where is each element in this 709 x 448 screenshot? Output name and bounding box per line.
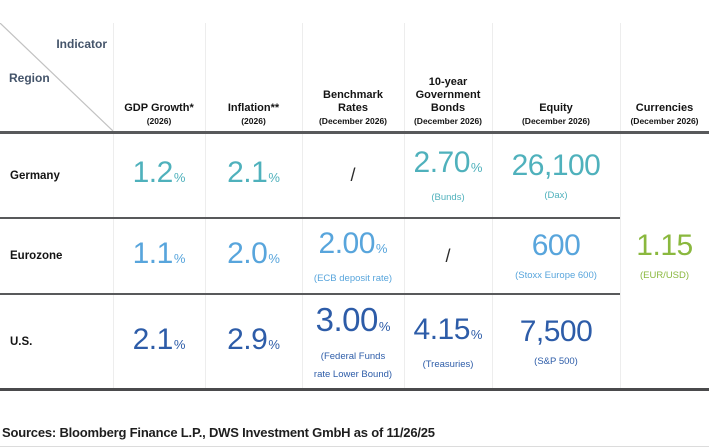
- column-header-label: Equity: [539, 102, 573, 115]
- us-benchmark-cell: 3.00% (Federal Funds rate Lower Bound): [302, 296, 404, 388]
- currency-note: (EUR/USD): [639, 270, 690, 282]
- percent-sign: %: [173, 250, 186, 266]
- percent-sign: %: [375, 240, 388, 256]
- column-header-currencies: Currencies (December 2026): [620, 23, 709, 131]
- column-header-period: (December 2026): [413, 116, 483, 126]
- eurozone-inflation-cell: 2.0%: [205, 219, 302, 293]
- header-row: Indicator Region GDP Growth* (2026) Infl…: [0, 23, 709, 131]
- percent-sign: %: [268, 336, 280, 352]
- column-divider: [404, 23, 405, 388]
- row-label-cell: Germany: [0, 134, 113, 217]
- indicator-axis-label: Indicator: [56, 37, 107, 51]
- equity-value: 26,100: [511, 148, 601, 182]
- bond-note: (Bunds): [431, 192, 465, 204]
- germany-bonds-cell: 2.70% (Bunds): [404, 134, 492, 217]
- benchmark-note: (Federal Funds rate Lower Bound): [313, 351, 393, 380]
- gdp-value: 1.2%: [132, 156, 186, 189]
- table-row-germany: Germany 1.2% 2.1% / 2.70% (Bunds) 26,100…: [0, 134, 709, 217]
- column-divider: [492, 23, 493, 388]
- us-inflation-cell: 2.9%: [205, 296, 302, 388]
- not-applicable-slash: /: [445, 245, 451, 266]
- gdp-value: 1.1%: [132, 236, 186, 270]
- germany-benchmark-cell: /: [302, 134, 404, 217]
- column-header-label: Benchmark Rates: [323, 89, 383, 115]
- not-applicable-slash: /: [350, 165, 356, 185]
- column-header-inflation: Inflation** (2026): [205, 23, 302, 131]
- header-divider-line: [0, 131, 709, 134]
- percent-sign: %: [378, 319, 391, 335]
- empty-cell: [620, 134, 709, 217]
- percent-sign: %: [173, 170, 186, 185]
- column-divider: [113, 23, 114, 388]
- column-header-equity: Equity (December 2026): [492, 23, 620, 131]
- eurozone-currency-cell: 1.15 (EUR/USD): [620, 219, 709, 293]
- percent-sign: %: [173, 336, 186, 352]
- region-label-us: U.S.: [10, 336, 33, 348]
- page-bottom-rule: [0, 446, 709, 447]
- eurozone-equity-cell: 600 (Stoxx Europe 600): [492, 219, 620, 293]
- bond-yield-value: 2.70%: [413, 146, 483, 180]
- column-header-period: (2026): [146, 116, 172, 126]
- equity-note: (Stoxx Europe 600): [515, 270, 597, 282]
- bond-yield-value: 4.15%: [413, 312, 483, 346]
- empty-cell: [620, 296, 709, 388]
- region-label-germany: Germany: [10, 169, 60, 182]
- percent-sign: %: [268, 250, 280, 266]
- equity-note: (Dax): [544, 189, 568, 201]
- inflation-value: 2.1%: [227, 156, 280, 189]
- equity-value: 7,500: [519, 315, 593, 349]
- us-gdp-cell: 2.1%: [113, 296, 205, 388]
- region-label-eurozone: Eurozone: [10, 250, 63, 262]
- inflation-value: 2.9%: [227, 322, 280, 356]
- equity-note: (S&P 500): [534, 356, 578, 368]
- benchmark-rate-value: 3.00%: [315, 301, 391, 339]
- bond-note: (Treasuries): [422, 358, 474, 370]
- column-divider: [302, 23, 303, 388]
- germany-gdp-cell: 1.2%: [113, 134, 205, 217]
- column-divider: [620, 23, 621, 388]
- column-header-label: GDP Growth*: [124, 102, 194, 115]
- column-header-period: (December 2026): [318, 116, 388, 126]
- diagonal-line: [0, 23, 113, 131]
- currency-value: 1.15: [636, 229, 693, 263]
- eurozone-benchmark-cell: 2.00% (ECB deposit rate): [302, 219, 404, 293]
- column-header-government-bonds: 10-year Government Bonds (December 2026): [404, 23, 492, 131]
- benchmark-note: (ECB deposit rate): [313, 272, 393, 284]
- eurozone-bonds-cell: /: [404, 219, 492, 293]
- gdp-value: 2.1%: [132, 322, 186, 356]
- table-row-eurozone: Eurozone 1.1% 2.0% 2.00% (ECB deposit ra…: [0, 219, 709, 293]
- column-header-label: Inflation**: [227, 102, 280, 115]
- column-header-period: (2026): [241, 116, 266, 126]
- sources-text: Sources: Bloomberg Finance L.P., DWS Inv…: [2, 425, 435, 440]
- germany-equity-cell: 26,100 (Dax): [492, 134, 620, 217]
- row-divider-line: [0, 217, 620, 219]
- equity-value: 600: [531, 229, 581, 263]
- eurozone-gdp-cell: 1.1%: [113, 219, 205, 293]
- corner-cell: Indicator Region: [0, 23, 113, 131]
- row-label-cell: U.S.: [0, 296, 113, 388]
- column-header-benchmark-rates: Benchmark Rates (December 2026): [302, 23, 404, 131]
- inflation-value: 2.0%: [227, 236, 280, 270]
- row-divider-line: [0, 293, 620, 295]
- column-header-period: (December 2026): [521, 116, 591, 126]
- us-equity-cell: 7,500 (S&P 500): [492, 296, 620, 388]
- column-header-label: 10-year Government Bonds: [415, 76, 481, 115]
- benchmark-rate-value: 2.00%: [318, 226, 388, 260]
- region-axis-label: Region: [9, 71, 50, 85]
- column-header-period: (December 2026): [630, 116, 699, 126]
- table-row-us: U.S. 2.1% 2.9% 3.00% (Federal Funds rate…: [0, 296, 709, 388]
- column-header-gdp-growth: GDP Growth* (2026): [113, 23, 205, 131]
- column-divider: [205, 23, 206, 388]
- table-bottom-line: [0, 388, 709, 391]
- germany-inflation-cell: 2.1%: [205, 134, 302, 217]
- column-header-label: Currencies: [635, 102, 694, 115]
- row-label-cell: Eurozone: [0, 219, 113, 293]
- percent-sign: %: [470, 326, 483, 342]
- percent-sign: %: [470, 160, 483, 176]
- us-bonds-cell: 4.15% (Treasuries): [404, 296, 492, 388]
- percent-sign: %: [268, 170, 280, 185]
